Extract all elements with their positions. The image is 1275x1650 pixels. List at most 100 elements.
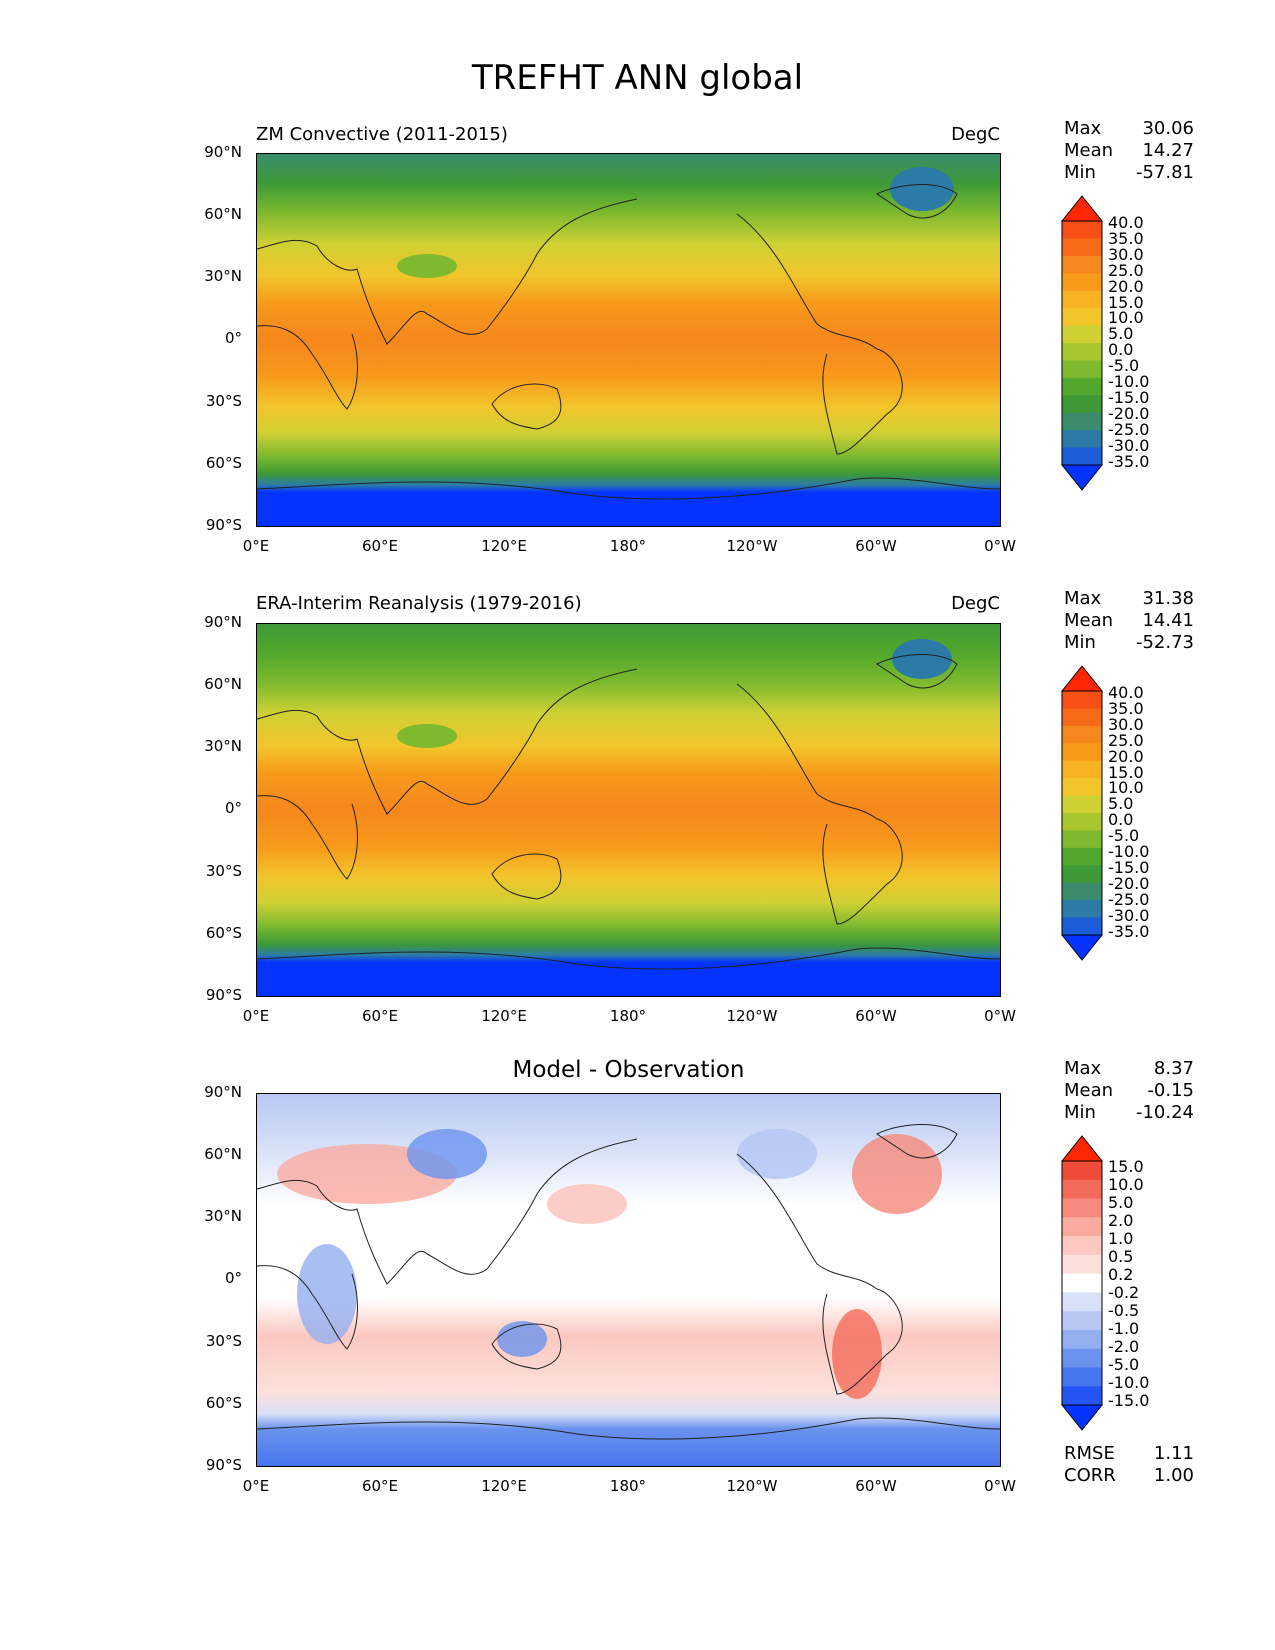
lat-label: 30°S <box>205 1332 242 1350</box>
lon-label: 0°W <box>984 1477 1016 1495</box>
colorbar-extend-min <box>1060 934 1104 961</box>
coastlines <box>257 654 1000 970</box>
colorbar-tick-label: 35.0 <box>1108 698 1144 718</box>
colorbar-tick-label: 15.0 <box>1108 1157 1144 1176</box>
panel-title: ZM Convective (2011-2015) <box>256 124 508 145</box>
colorbar-tick-label: -15.0 <box>1108 1391 1150 1410</box>
lon-label: 0°W <box>984 1007 1016 1025</box>
colorbar-swatch <box>1062 847 1102 866</box>
colorbar-tick-label: 0.0 <box>1108 340 1134 360</box>
colorbar-tick-label: -15.0 <box>1108 857 1150 877</box>
lat-label: 60°S <box>205 924 242 942</box>
colorbar-swatch <box>1062 708 1102 727</box>
stat-label: Min <box>1064 1102 1096 1123</box>
colorbar-swatch <box>1062 778 1102 797</box>
colorbar-swatch <box>1062 760 1102 779</box>
stat-label: Max <box>1064 118 1102 139</box>
panel-units: DegC <box>951 124 1000 145</box>
metric-label: RMSE <box>1064 1443 1115 1464</box>
colorbar-tick-label: -5.0 <box>1108 356 1140 376</box>
colorbar-extend-max <box>1060 1135 1104 1162</box>
metric-value: 1.11 <box>1153 1443 1194 1464</box>
colorbar-swatch <box>1062 917 1102 936</box>
colorbar-swatch <box>1062 360 1102 379</box>
lat-label: 30°N <box>204 737 242 755</box>
colorbar-swatch <box>1062 1217 1102 1237</box>
stat-label: Min <box>1064 162 1096 183</box>
lat-label: 90°N <box>204 613 242 631</box>
lat-label: 60°N <box>204 1145 242 1163</box>
lat-label: 30°S <box>205 862 242 880</box>
lat-label: 90°S <box>205 986 242 1004</box>
stat-label: Min <box>1064 632 1096 653</box>
coastlines <box>257 184 1000 500</box>
colorbar-swatch <box>1062 1292 1102 1312</box>
stat-value: -52.73 <box>1135 632 1194 653</box>
lat-label: 30°N <box>204 1207 242 1225</box>
colorbar-swatch <box>1062 255 1102 274</box>
panel-title: Model - Observation <box>512 1057 745 1083</box>
coastlines <box>257 1124 1000 1440</box>
colorbar-tick-label: -35.0 <box>1108 921 1150 941</box>
panel-title: ERA-Interim Reanalysis (1979-2016) <box>256 593 582 614</box>
colorbar-swatch <box>1062 238 1102 257</box>
temperature-map <box>256 153 1001 527</box>
colorbar-tick-label: -25.0 <box>1108 889 1150 909</box>
lon-label: 180° <box>609 1477 647 1495</box>
lat-label: 60°S <box>205 454 242 472</box>
colorbar-tick-label: 40.0 <box>1108 213 1144 232</box>
colorbar-tick-label: -20.0 <box>1108 873 1150 893</box>
colorbar-tick-label: 15.0 <box>1108 292 1144 312</box>
colorbar-scale <box>1060 665 1104 961</box>
stat-value: 30.06 <box>1142 118 1194 139</box>
colorbar <box>1060 1135 1104 1435</box>
colorbar-tick-label: -20.0 <box>1108 403 1150 423</box>
colorbar-swatch <box>1062 1198 1102 1218</box>
lon-label: 120°W <box>726 1477 778 1495</box>
lon-label: 120°E <box>481 1007 527 1025</box>
lat-label: 0° <box>224 799 242 817</box>
colorbar-swatch <box>1062 1367 1102 1387</box>
colorbar-tick-label: 2.0 <box>1108 1211 1134 1230</box>
lon-label: 120°W <box>726 537 778 555</box>
lon-label: 60°W <box>855 1477 897 1495</box>
lon-label: 0°E <box>242 537 270 555</box>
colorbar-tick-label: 10.0 <box>1108 778 1144 798</box>
greenland-cold-patch <box>892 639 952 679</box>
colorbar-tick-label: 5.0 <box>1108 324 1134 344</box>
colorbar-tick-label: 10.0 <box>1108 308 1144 328</box>
colorbar-scale <box>1060 195 1104 491</box>
colorbar-tick-label: -1.0 <box>1108 1319 1140 1338</box>
colorbar-swatch <box>1062 325 1102 344</box>
colorbar-swatch <box>1062 412 1102 431</box>
lat-label: 90°N <box>204 1083 242 1101</box>
colorbar-swatch <box>1062 290 1102 309</box>
colorbar-swatch <box>1062 447 1102 466</box>
colorbar-swatch <box>1062 725 1102 744</box>
colorbar-swatch <box>1062 865 1102 884</box>
colorbar-swatch <box>1062 1273 1102 1293</box>
colorbar-tick-label: 30.0 <box>1108 714 1144 734</box>
lat-label: 60°N <box>204 675 242 693</box>
stat-label: Max <box>1064 588 1102 609</box>
colorbar-tick-label: 25.0 <box>1108 730 1144 750</box>
colorbar-tick-label: -10.0 <box>1108 372 1150 391</box>
lon-label: 120°E <box>481 537 527 555</box>
colorbar-swatch <box>1062 1254 1102 1275</box>
colorbar-extend-max <box>1060 665 1104 692</box>
colorbar-tick-label: -30.0 <box>1108 435 1150 455</box>
stat-label: Max <box>1064 1058 1102 1079</box>
stat-value: 8.37 <box>1153 1058 1194 1079</box>
colorbar-tick-label: -0.5 <box>1108 1301 1140 1320</box>
colorbar-swatch <box>1062 743 1102 762</box>
colorbar-swatch <box>1062 221 1102 239</box>
colorbar-swatch <box>1062 1161 1102 1181</box>
colorbar-tick-label: -15.0 <box>1108 387 1150 407</box>
colorbar-swatch <box>1062 308 1102 327</box>
tibet-cold-patch <box>397 254 457 278</box>
colorbar-swatch <box>1062 1179 1102 1200</box>
colorbar-swatch <box>1062 882 1102 901</box>
colorbar-tick-label: 20.0 <box>1108 746 1144 766</box>
stat-value: -57.81 <box>1135 162 1194 183</box>
colorbar-tick-label: 40.0 <box>1108 683 1144 702</box>
